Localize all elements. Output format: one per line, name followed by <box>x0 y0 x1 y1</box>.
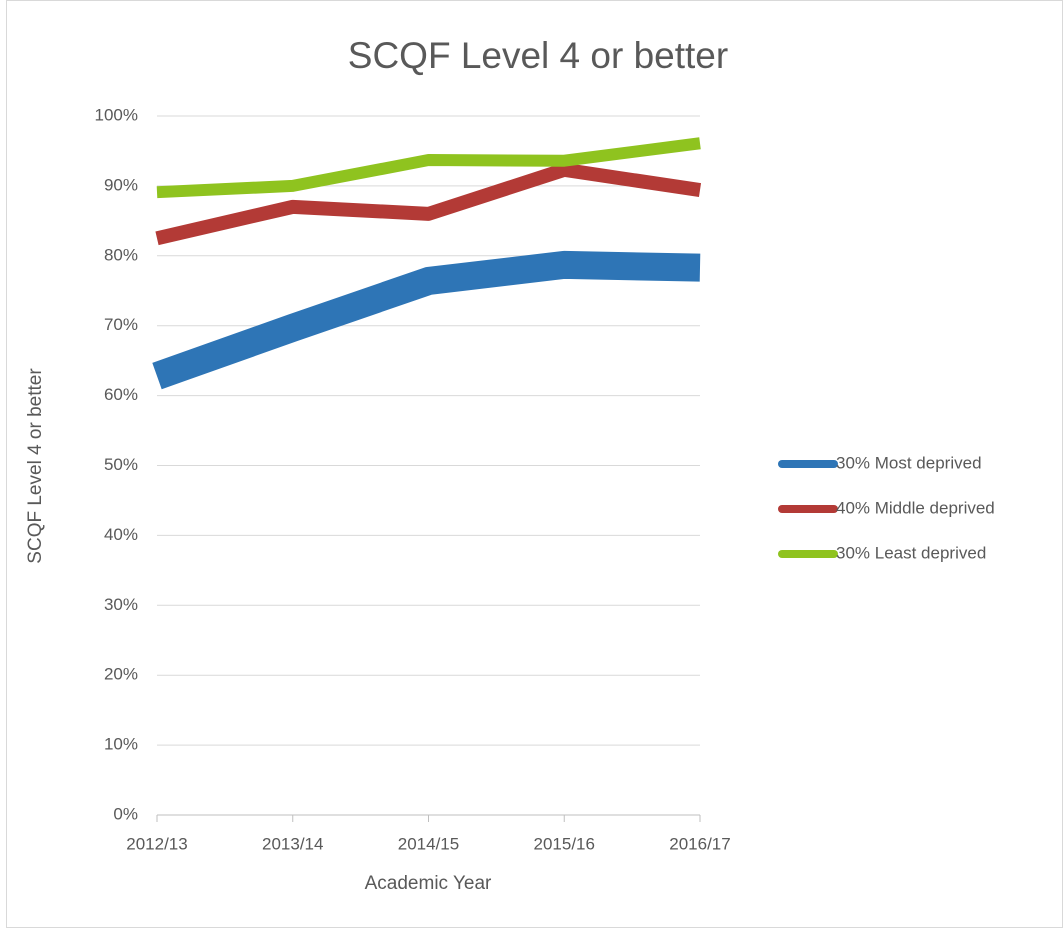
series-line <box>152 250 701 390</box>
y-tick-label: 80% <box>104 245 138 264</box>
legend-label: 30% Most deprived <box>836 453 982 472</box>
series-line <box>155 162 702 246</box>
y-tick-label: 20% <box>104 665 138 684</box>
y-tick-label: 50% <box>104 455 138 474</box>
legend-label: 30% Least deprived <box>836 543 986 562</box>
y-tick-label: 40% <box>104 525 138 544</box>
y-tick-label: 0% <box>113 804 138 823</box>
x-tick-label: 2013/14 <box>262 834 323 853</box>
x-tick-label: 2012/13 <box>126 834 187 853</box>
y-tick-label: 60% <box>104 385 138 404</box>
y-tick-label: 90% <box>104 175 138 194</box>
x-axis-title: Academic Year <box>365 873 492 894</box>
x-tick-label: 2014/15 <box>398 834 459 853</box>
y-tick-label: 100% <box>95 105 138 124</box>
series-line <box>156 137 701 199</box>
x-tick-label: 2016/17 <box>669 834 730 853</box>
y-tick-label: 70% <box>104 315 138 334</box>
y-tick-label: 10% <box>104 735 138 754</box>
y-axis-title: SCQF Level 4 or better <box>25 368 46 564</box>
x-tick-label: 2015/16 <box>534 834 595 853</box>
y-tick-label: 30% <box>104 595 138 614</box>
legend-label: 40% Middle deprived <box>836 498 995 517</box>
chart-title: SCQF Level 4 or better <box>348 35 728 76</box>
